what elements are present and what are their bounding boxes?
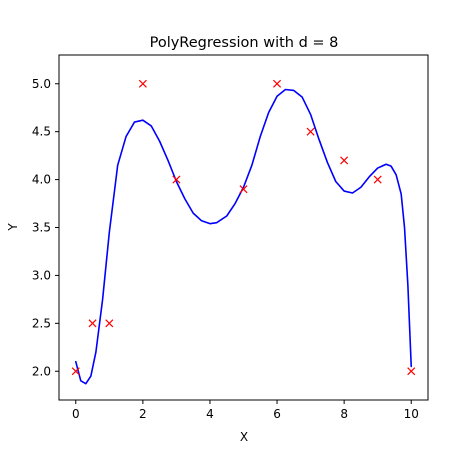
data-point-stroke: [172, 175, 181, 184]
x-axis-label: X: [240, 430, 248, 444]
x-tick-label: 4: [206, 407, 214, 421]
x-tick-label: 0: [72, 407, 80, 421]
data-point-stroke: [273, 79, 282, 88]
data-point: [373, 175, 382, 184]
data-point: [306, 127, 315, 136]
data-point-stroke: [340, 156, 349, 165]
x-tick-label: 8: [340, 407, 348, 421]
y-tick-label: 3.5: [32, 221, 51, 235]
data-point: [88, 319, 97, 328]
data-point: [172, 175, 181, 184]
y-tick-label: 5.0: [32, 77, 51, 91]
y-axis: 2.0 2.5 3.0 3.5 4.0 4.5 5.0: [32, 77, 59, 378]
chart-title: PolyRegression with d = 8: [150, 35, 339, 51]
data-point: [340, 156, 349, 165]
y-tick-label: 3.0: [32, 268, 51, 282]
y-axis-label: Y: [6, 223, 20, 232]
data-point: [407, 367, 416, 376]
y-tick-label: 4.5: [32, 125, 51, 139]
fit-curve-layer: [74, 88, 413, 385]
data-point: [105, 319, 114, 328]
data-point-stroke: [306, 127, 315, 136]
data-point-stroke: [239, 185, 248, 194]
data-point: [71, 367, 80, 376]
x-tick-label: 2: [139, 407, 147, 421]
data-point: [273, 79, 282, 88]
x-tick-label: 10: [404, 407, 419, 421]
data-point: [239, 185, 248, 194]
data-points-layer: [71, 79, 416, 376]
x-axis: 0 2 4 6 8 10: [72, 400, 419, 421]
data-point-stroke: [88, 319, 97, 328]
y-tick-label: 2.5: [32, 316, 51, 330]
data-point: [138, 79, 147, 88]
data-point-stroke: [407, 367, 416, 376]
fit-curve-line: [74, 88, 413, 385]
x-tick-label: 6: [273, 407, 281, 421]
y-tick-label: 4.0: [32, 173, 51, 187]
data-point-stroke: [138, 79, 147, 88]
data-point-stroke: [71, 367, 80, 376]
data-point-stroke: [373, 175, 382, 184]
y-tick-label: 2.0: [32, 364, 51, 378]
data-point-stroke: [105, 319, 114, 328]
